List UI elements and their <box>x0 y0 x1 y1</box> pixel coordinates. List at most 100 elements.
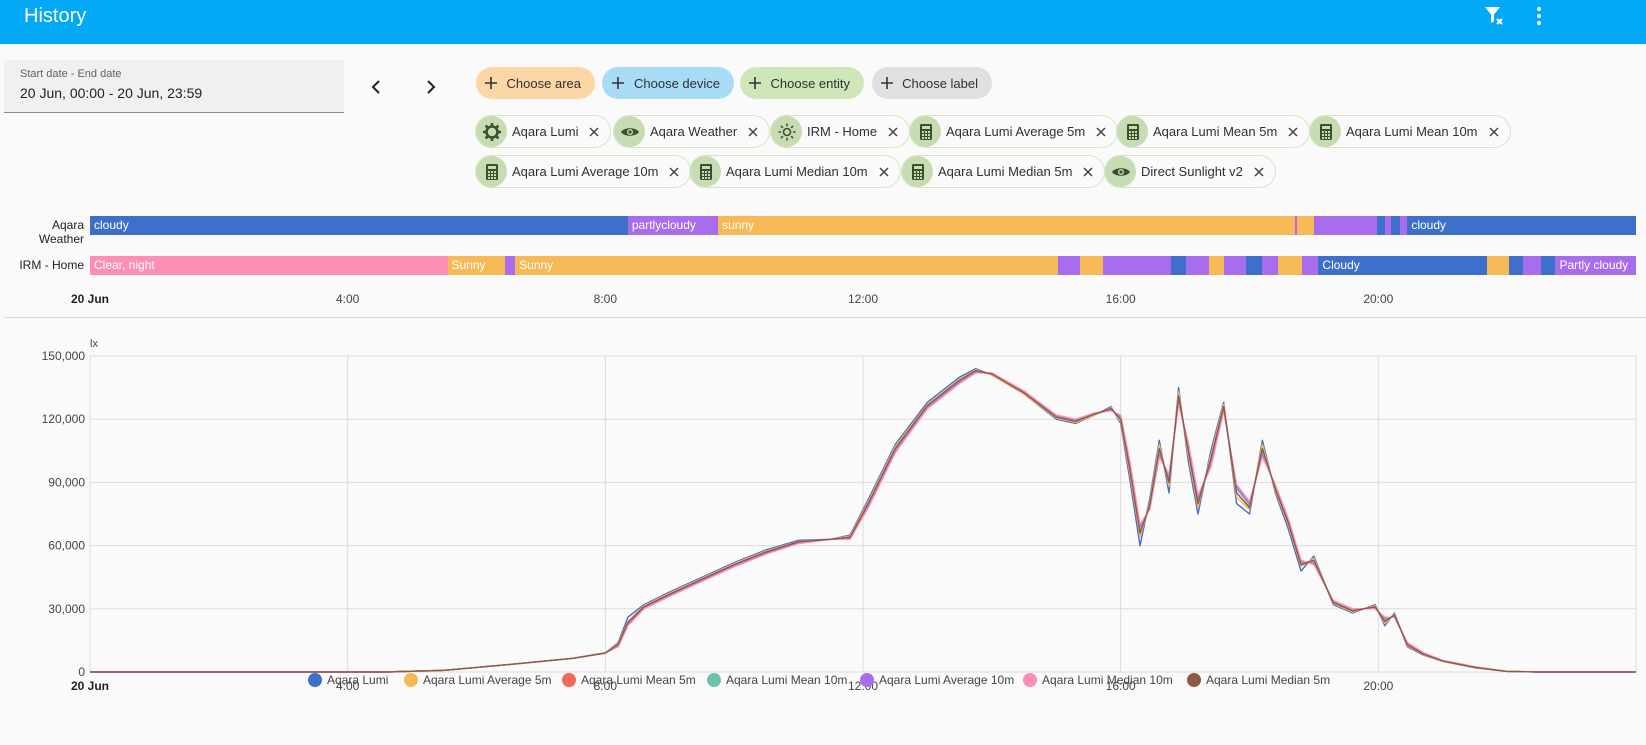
date-range-value: 20 Jun, 00:00 - 20 Jun, 23:59 <box>20 85 203 101</box>
timeline-segment[interactable] <box>1509 256 1524 275</box>
chevron-left-icon <box>371 80 380 94</box>
series-line-aqara-lumi-mean-5m <box>90 370 1636 673</box>
close-icon[interactable] <box>887 126 899 138</box>
timeline-segment[interactable] <box>1278 256 1303 275</box>
timeline-segment[interactable] <box>1208 256 1224 275</box>
entity-chip-label: Aqara Weather <box>650 124 738 139</box>
timeline-row-label: Aqara Weather <box>38 218 84 246</box>
close-icon[interactable] <box>1253 166 1265 178</box>
timeline-tick-label: 20:00 <box>1363 292 1394 306</box>
timeline-segment[interactable]: Sunny <box>447 256 506 275</box>
legend-label: Aqara Lumi Average 10m <box>879 673 1015 687</box>
entity-chip-label: Aqara Lumi Mean 5m <box>1153 124 1278 139</box>
legend-item[interactable]: Aqara Lumi Mean 10m <box>707 673 847 687</box>
legend-item[interactable]: Aqara Lumi Median 10m <box>1023 673 1173 687</box>
picker-label: Choose label <box>902 75 978 91</box>
timeline-segment[interactable] <box>1080 256 1104 275</box>
chart-legend: Aqara Lumi Aqara Lumi Average 5m Aqara Lum… <box>0 673 1646 693</box>
entity-chip-aqara-weather[interactable]: Aqara Weather <box>613 115 771 148</box>
legend-label: Aqara Lumi Mean 5m <box>581 673 696 687</box>
timeline-segment[interactable] <box>1486 256 1510 275</box>
close-icon[interactable] <box>747 126 759 138</box>
timeline-segment[interactable] <box>1313 216 1378 235</box>
entity-chip-aqara-lumi-average-5m[interactable]: Aqara Lumi Average 5m <box>909 115 1119 148</box>
y-axis-unit: lx <box>90 338 98 350</box>
sun-icon <box>771 116 802 147</box>
dots-vertical-icon[interactable] <box>1527 4 1551 28</box>
timeline-segment[interactable] <box>1186 256 1209 275</box>
timeline-segment[interactable] <box>1058 256 1081 275</box>
timeline-segment[interactable]: Partly cloudy <box>1555 256 1636 275</box>
series-line-aqara-lumi-median-10m <box>90 372 1636 673</box>
timeline-segment-label: Clear, night <box>94 258 155 272</box>
legend-label: Aqara Lumi Mean 10m <box>726 673 848 687</box>
entity-chip-label: Aqara Lumi Median 5m <box>938 164 1073 179</box>
timeline-segment[interactable]: Sunny <box>515 256 1059 275</box>
legend-item[interactable]: Aqara Lumi Average 10m <box>860 673 1014 687</box>
timeline-segment[interactable]: cloudy <box>90 216 628 235</box>
timeline-segment[interactable] <box>1384 216 1392 235</box>
timeline-segment[interactable]: Clear, night <box>90 256 448 275</box>
close-icon[interactable] <box>878 166 890 178</box>
timeline-segment[interactable] <box>1170 256 1187 275</box>
entity-chip-aqara-lumi-median-10m[interactable]: Aqara Lumi Median 10m <box>689 155 901 188</box>
timeline-segment[interactable] <box>505 256 516 275</box>
calculator-icon <box>902 156 933 187</box>
timeline-segment[interactable] <box>1262 256 1279 275</box>
close-icon[interactable] <box>1082 166 1094 178</box>
next-period-button[interactable] <box>417 73 445 101</box>
previous-period-button[interactable] <box>362 73 390 101</box>
calculator-icon <box>910 116 941 147</box>
timeline-tick-label: 8:00 <box>593 292 618 306</box>
legend-swatch <box>308 673 322 687</box>
picker-choose-entity[interactable]: Choose entity <box>740 67 864 99</box>
timeline-segment-label: cloudy <box>94 218 129 232</box>
timeline-segment[interactable] <box>1399 216 1408 235</box>
entity-chip-aqara-lumi[interactable]: Aqara Lumi <box>475 115 612 148</box>
timeline-tick-label: 20 Jun <box>70 292 110 306</box>
timeline-segment[interactable] <box>1377 216 1385 235</box>
plus-icon <box>602 67 634 99</box>
legend-item[interactable]: Aqara Lumi Median 5m <box>1187 673 1330 687</box>
eye-icon <box>1105 156 1136 187</box>
date-range-picker[interactable]: Start date - End date 20 Jun, 00:00 - 20… <box>4 60 344 113</box>
picker-choose-device[interactable]: Choose device <box>602 67 734 99</box>
close-icon[interactable] <box>588 126 600 138</box>
timeline-segment[interactable] <box>1103 256 1171 275</box>
timeline-segment[interactable] <box>1246 256 1263 275</box>
timeline-segment[interactable]: sunny <box>718 216 1295 235</box>
entity-chip-aqara-lumi-mean-5m[interactable]: Aqara Lumi Mean 5m <box>1116 115 1311 148</box>
series-line-aqara-lumi-mean-10m <box>90 371 1636 673</box>
legend-item[interactable]: Aqara Lumi Mean 5m <box>562 673 696 687</box>
picker-label: Choose entity <box>770 75 851 91</box>
y-tick-label: 90,000 <box>48 475 85 489</box>
timeline-segment[interactable] <box>1540 256 1556 275</box>
timeline-segment[interactable] <box>1523 256 1541 275</box>
entity-chip-direct-sunlight-v2[interactable]: Direct Sunlight v2 <box>1104 155 1276 188</box>
timeline-segment[interactable] <box>1302 256 1319 275</box>
timeline-segment[interactable] <box>1223 256 1247 275</box>
legend-label: Aqara Lumi Average 5m <box>423 673 552 687</box>
entity-chip-aqara-lumi-median-5m[interactable]: Aqara Lumi Median 5m <box>901 155 1106 188</box>
app-bar: History <box>0 0 1646 44</box>
entity-chip-irm-home[interactable]: IRM - Home <box>770 115 911 148</box>
filter-remove-icon[interactable] <box>1482 4 1506 28</box>
entity-chip-aqara-lumi-mean-10m[interactable]: Aqara Lumi Mean 10m <box>1309 115 1511 148</box>
picker-choose-label[interactable]: Choose label <box>872 67 992 99</box>
close-icon[interactable] <box>668 166 680 178</box>
series-line-aqara-lumi <box>90 367 1636 673</box>
picker-choose-area[interactable]: Choose area <box>476 67 595 99</box>
legend-item[interactable]: Aqara Lumi Average 5m <box>404 673 552 687</box>
close-icon[interactable] <box>1095 126 1107 138</box>
timeline-segment[interactable] <box>1391 216 1400 235</box>
entity-chip-aqara-lumi-average-10m[interactable]: Aqara Lumi Average 10m <box>475 155 692 188</box>
timeline-segment[interactable]: partlycloudy <box>627 216 719 235</box>
timeline-segment[interactable]: Cloudy <box>1318 256 1487 275</box>
close-icon[interactable] <box>1488 126 1500 138</box>
legend-item[interactable]: Aqara Lumi <box>308 673 388 687</box>
close-icon[interactable] <box>1287 126 1299 138</box>
timeline-segment[interactable]: cloudy <box>1407 216 1636 235</box>
picker-label: Choose device <box>634 75 720 91</box>
entity-chip-label: Aqara Lumi Average 10m <box>512 164 659 179</box>
timeline-segment[interactable] <box>1296 216 1314 235</box>
